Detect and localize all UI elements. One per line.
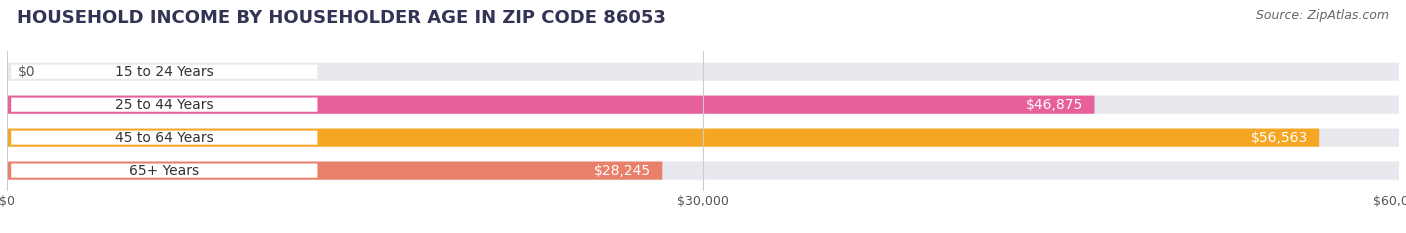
FancyBboxPatch shape <box>7 63 1399 81</box>
Text: $0: $0 <box>18 65 35 79</box>
Text: $56,563: $56,563 <box>1251 131 1308 145</box>
Text: 25 to 44 Years: 25 to 44 Years <box>115 98 214 112</box>
Text: $46,875: $46,875 <box>1026 98 1084 112</box>
FancyBboxPatch shape <box>7 129 1319 147</box>
FancyBboxPatch shape <box>7 129 1399 147</box>
Text: 45 to 64 Years: 45 to 64 Years <box>115 131 214 145</box>
FancyBboxPatch shape <box>7 96 1094 114</box>
Text: $28,245: $28,245 <box>593 164 651 178</box>
FancyBboxPatch shape <box>7 161 1399 180</box>
FancyBboxPatch shape <box>11 130 318 145</box>
FancyBboxPatch shape <box>7 161 662 180</box>
Text: Source: ZipAtlas.com: Source: ZipAtlas.com <box>1256 9 1389 22</box>
Text: 15 to 24 Years: 15 to 24 Years <box>115 65 214 79</box>
FancyBboxPatch shape <box>11 65 318 79</box>
FancyBboxPatch shape <box>11 164 318 178</box>
FancyBboxPatch shape <box>7 96 1399 114</box>
FancyBboxPatch shape <box>11 98 318 112</box>
Text: 65+ Years: 65+ Years <box>129 164 200 178</box>
Text: HOUSEHOLD INCOME BY HOUSEHOLDER AGE IN ZIP CODE 86053: HOUSEHOLD INCOME BY HOUSEHOLDER AGE IN Z… <box>17 9 666 27</box>
